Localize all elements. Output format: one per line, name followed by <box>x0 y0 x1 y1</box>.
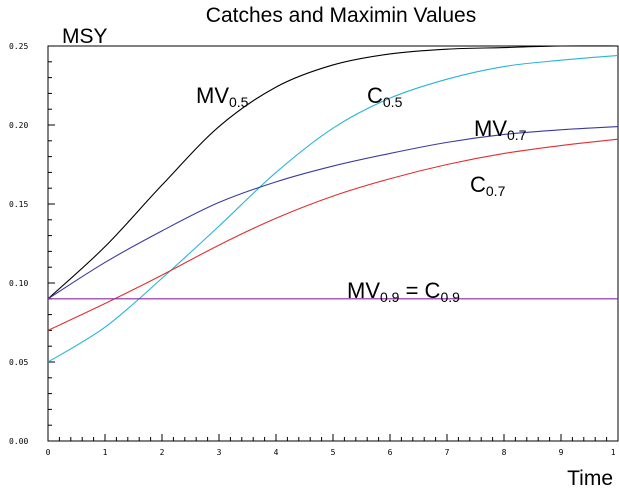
annotations: MV0.5 C0.5 MV0.7 C0.7 MV0.9 = C0.9 <box>196 83 527 305</box>
y-tick-label: 0.10 <box>9 279 28 288</box>
x-tick-label: 3 <box>217 448 222 457</box>
y-tick-label: 0.15 <box>9 200 28 209</box>
x-tick-label: 1 <box>103 448 108 457</box>
y-axis-label: MSY <box>62 25 108 48</box>
plot-area <box>47 45 619 442</box>
x-tick-label: 2 <box>160 448 165 457</box>
x-tick-label: 1 0 <box>611 448 619 457</box>
x-tick-label: 9 <box>559 448 564 457</box>
x-tick-label: 5 <box>331 448 336 457</box>
series-lines <box>47 45 619 363</box>
plot-frame <box>47 45 619 442</box>
y-tick-label: 0.25 <box>9 42 28 51</box>
y-axis-ticks: 0.00 0.05 0.10 0.15 0.20 0.25 <box>9 42 55 446</box>
x-tick-label: 7 <box>445 448 450 457</box>
chart-title: Catches and Maximin Values <box>206 4 476 27</box>
annotation-c05: C0.5 <box>367 83 403 110</box>
x-tick-label: 8 <box>502 448 507 457</box>
x-axis-label: Time <box>567 467 613 490</box>
series-line-c05 <box>47 54 619 363</box>
series-line-c07 <box>47 138 619 331</box>
y-tick-label: 0.05 <box>9 358 28 367</box>
annotation-mv05: MV0.5 <box>196 83 249 110</box>
annotation-mv09-c09: MV0.9 = C0.9 <box>347 278 460 305</box>
series-line-mv07 <box>47 126 619 300</box>
series-line-mv05 <box>47 45 619 300</box>
y-tick-label: 0.20 <box>9 121 28 130</box>
y-tick-label: 0.00 <box>9 437 28 446</box>
annotation-mv07: MV0.7 <box>474 116 527 143</box>
x-tick-label: 4 <box>274 448 279 457</box>
annotation-c07: C0.7 <box>470 172 506 199</box>
x-axis-ticks: 0 1 2 3 4 5 6 7 8 9 1 0 <box>46 434 619 457</box>
x-tick-label: 6 <box>388 448 393 457</box>
x-tick-label: 0 <box>46 448 51 457</box>
